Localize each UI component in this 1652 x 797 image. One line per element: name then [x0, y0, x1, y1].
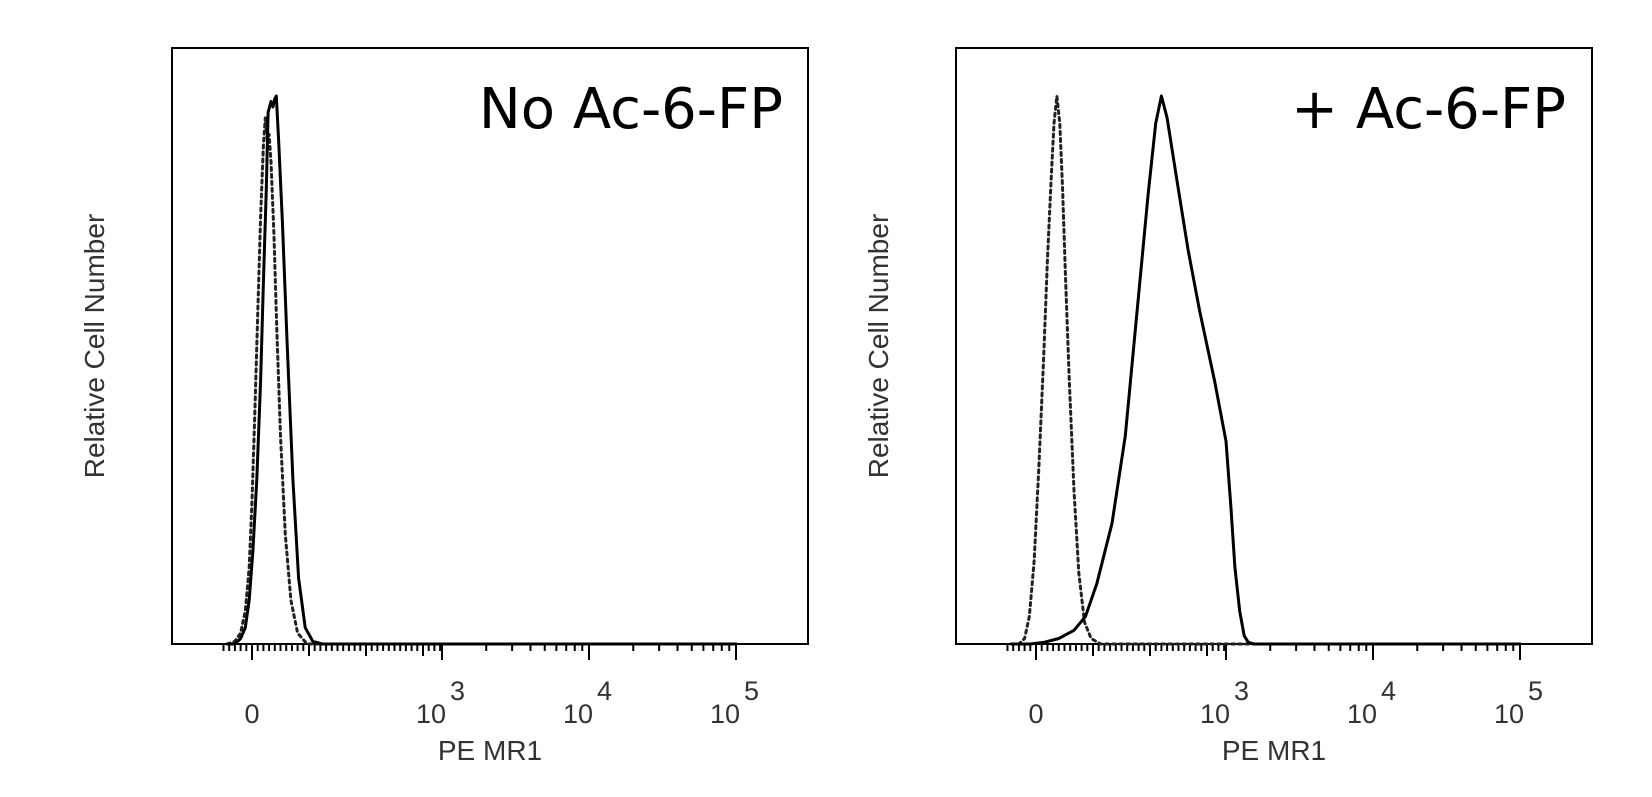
x-tick-label: 105 — [1494, 676, 1543, 729]
x-tick-label-base: 10 — [1200, 699, 1230, 729]
panel-title: No Ac-6-FP — [479, 77, 783, 142]
x-tick-label: 0 — [1028, 699, 1043, 729]
x-tick-label-exponent: 4 — [1381, 676, 1396, 706]
x-tick-label: 103 — [1200, 676, 1249, 729]
histogram-curve-dotted — [1009, 94, 1522, 646]
x-tick-label-base: 10 — [1347, 699, 1377, 729]
x-tick-label-zero: 0 — [1028, 699, 1043, 729]
histogram-curve-solid — [225, 94, 738, 646]
x-tick-label-exponent: 5 — [744, 676, 759, 706]
x-tick-label-exponent: 3 — [1234, 676, 1249, 706]
x-tick-label: 105 — [710, 676, 759, 729]
x-tick-label-base: 10 — [563, 699, 593, 729]
histogram-curve-solid — [1009, 94, 1522, 646]
x-axis-label: PE MR1 — [1222, 735, 1326, 766]
x-axis-ticks — [1006, 644, 1521, 660]
x-tick-label: 103 — [416, 676, 465, 729]
x-tick-label: 0 — [244, 699, 259, 729]
x-tick-label-exponent: 5 — [1528, 676, 1543, 706]
histogram-curves — [1009, 94, 1522, 646]
x-axis-ticks — [222, 644, 737, 660]
x-tick-label-base: 10 — [1494, 699, 1524, 729]
x-tick-label-base: 10 — [416, 699, 446, 729]
x-tick-label: 104 — [563, 676, 612, 729]
y-axis-label: Relative Cell Number — [79, 214, 110, 479]
panel-title: + Ac-6-FP — [1291, 77, 1566, 142]
x-tick-label-exponent: 4 — [597, 676, 612, 706]
y-axis-label: Relative Cell Number — [863, 214, 894, 479]
histogram-curve-dotted — [225, 116, 738, 646]
histogram-curves — [225, 94, 738, 646]
x-tick-label-base: 10 — [710, 699, 740, 729]
x-tick-label: 104 — [1347, 676, 1396, 729]
x-tick-label-exponent: 3 — [450, 676, 465, 706]
x-axis-label: PE MR1 — [438, 735, 542, 766]
x-tick-label-zero: 0 — [244, 699, 259, 729]
